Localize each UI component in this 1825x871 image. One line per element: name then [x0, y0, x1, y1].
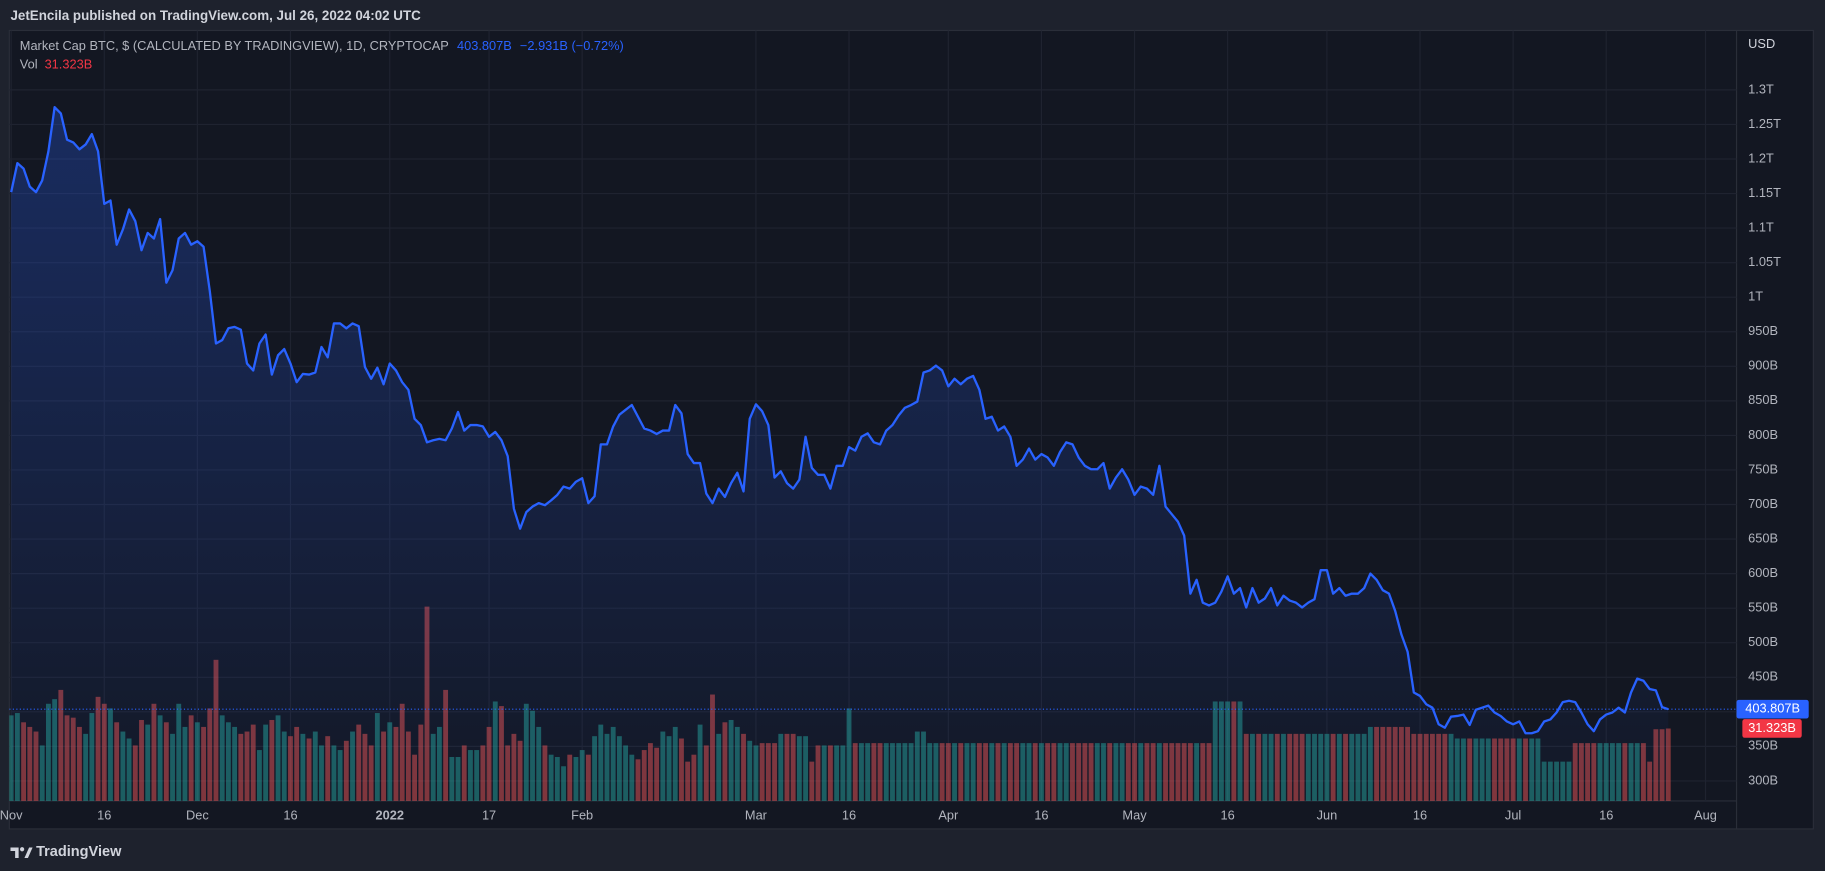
x-tick-label: Mar — [745, 807, 768, 822]
y-tick-label: 1.2T — [1748, 150, 1774, 165]
x-tick-label: Aug — [1694, 807, 1717, 822]
y-tick-label: 300B — [1748, 772, 1778, 787]
x-tick-label: 16 — [97, 807, 111, 822]
y-tick-label: 450B — [1748, 669, 1778, 684]
x-tick-label: 16 — [1034, 807, 1048, 822]
volume-value: 31.323B — [45, 57, 93, 72]
volume-name: Vol — [20, 57, 38, 72]
x-tick-label: Apr — [938, 807, 959, 822]
publisher: JetEncila published on TradingView.com, … — [10, 8, 421, 23]
y-tick-label: 600B — [1748, 565, 1778, 580]
x-tick-label: Dec — [186, 807, 209, 822]
last-price-tag — [1736, 699, 1809, 719]
y-tick-label: 1.05T — [1748, 254, 1781, 269]
price-change: −2.931B (−0.72%) — [520, 38, 624, 53]
x-tick-label: Jul — [1505, 807, 1521, 822]
y-tick-label: 800B — [1748, 427, 1778, 442]
y-tick-label: 350B — [1748, 738, 1778, 753]
y-tick-label: 1.3T — [1748, 81, 1774, 96]
y-tick-label: 850B — [1748, 392, 1778, 407]
x-tick-label: 2022 — [376, 807, 404, 822]
y-tick-label: 500B — [1748, 634, 1778, 649]
x-tick-label: May — [1122, 807, 1147, 822]
currency: USD — [1748, 36, 1775, 51]
chart-title: Market Cap BTC, $ (CALCULATED BY TRADING… — [20, 38, 449, 53]
price-line — [10, 105, 1669, 735]
x-tick-label: Jun — [1317, 807, 1338, 822]
y-tick-label: 550B — [1748, 600, 1778, 615]
y-tick-label: 1.15T — [1748, 185, 1781, 200]
y-tick-label: 650B — [1748, 530, 1778, 545]
x-tick-label: 17 — [482, 807, 496, 822]
area-fill — [11, 107, 1669, 801]
y-tick-label: 1.25T — [1748, 116, 1781, 131]
x-tick-label: 16 — [283, 807, 297, 822]
y-tick-label: 1T — [1748, 289, 1763, 304]
y-tick-label: 1.1T — [1748, 219, 1774, 234]
x-tick-label: 16 — [842, 807, 856, 822]
brand: TradingView — [36, 844, 122, 860]
volume-bar — [1665, 728, 1671, 801]
x-tick-label: 16 — [1599, 807, 1613, 822]
last-price: 403.807B — [457, 38, 512, 53]
x-tick-label: Feb — [571, 807, 593, 822]
x-tick-label: Nov — [0, 807, 23, 822]
y-tick-label: 900B — [1748, 358, 1778, 373]
y-tick-label: 750B — [1748, 461, 1778, 476]
x-tick-label: 16 — [1221, 807, 1235, 822]
y-tick-label: 950B — [1748, 323, 1778, 338]
volume-tag-label: 31.323B — [1748, 720, 1796, 735]
last-price-tag-label: 403.807B — [1745, 701, 1800, 716]
y-tick-label: 700B — [1748, 496, 1778, 511]
x-tick-label: 16 — [1413, 807, 1427, 822]
volume-tag — [1742, 719, 1802, 738]
brand-logo — [10, 847, 33, 858]
